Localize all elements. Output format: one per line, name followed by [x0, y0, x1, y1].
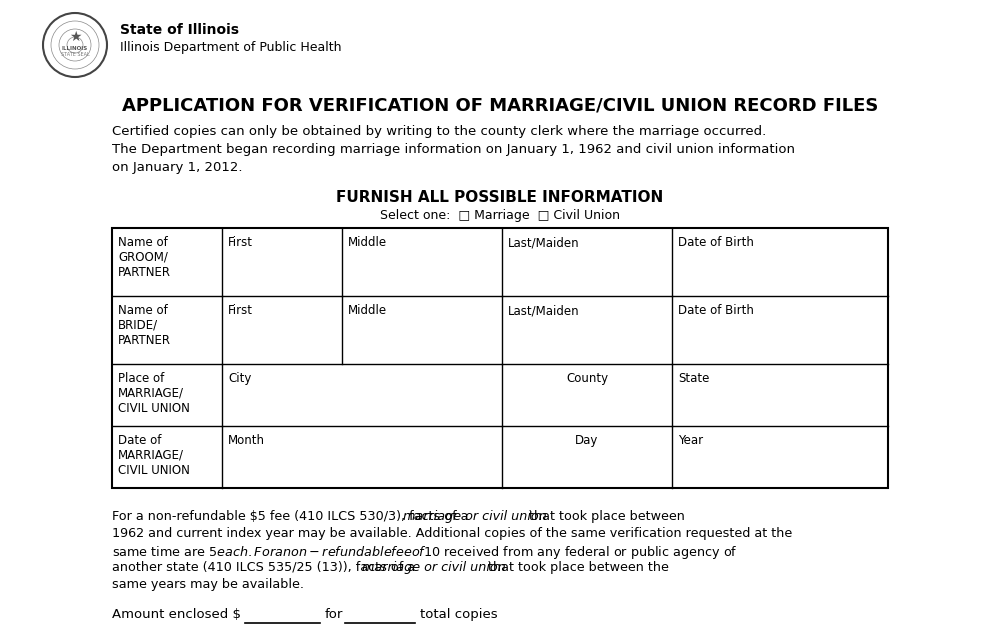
- Text: APPLICATION FOR VERIFICATION OF MARRIAGE/CIVIL UNION RECORD FILES: APPLICATION FOR VERIFICATION OF MARRIAGE…: [122, 96, 878, 114]
- Text: Date of Birth: Date of Birth: [678, 236, 754, 249]
- Text: same years may be available.: same years may be available.: [112, 578, 304, 591]
- Text: marriage or civil union: marriage or civil union: [403, 510, 546, 523]
- Text: Month: Month: [228, 434, 265, 447]
- Text: 1962 and current index year may be available. Additional copies of the same veri: 1962 and current index year may be avail…: [112, 527, 792, 540]
- Text: Last/Maiden: Last/Maiden: [508, 236, 580, 249]
- Text: The Department began recording marriage information on January 1, 1962 and civil: The Department began recording marriage …: [112, 144, 795, 156]
- Text: that took place between the: that took place between the: [484, 561, 669, 574]
- Text: another state (410 ILCS 535/25 (13)), facts of a: another state (410 ILCS 535/25 (13)), fa…: [112, 561, 419, 574]
- Text: City: City: [228, 372, 251, 385]
- Text: State: State: [678, 372, 709, 385]
- Text: ★: ★: [69, 30, 81, 44]
- Text: First: First: [228, 236, 253, 249]
- Text: Date of Birth: Date of Birth: [678, 304, 754, 317]
- Text: FURNISH ALL POSSIBLE INFORMATION: FURNISH ALL POSSIBLE INFORMATION: [336, 191, 664, 206]
- Text: total copies: total copies: [420, 608, 498, 621]
- Text: Certified copies can only be obtained by writing to the county clerk where the m: Certified copies can only be obtained by…: [112, 126, 766, 139]
- Text: Year: Year: [678, 434, 703, 447]
- Text: Middle: Middle: [348, 236, 387, 249]
- Text: for: for: [325, 608, 343, 621]
- Text: Date of
MARRIAGE/
CIVIL UNION: Date of MARRIAGE/ CIVIL UNION: [118, 434, 190, 477]
- Text: Name of
BRIDE/
PARTNER: Name of BRIDE/ PARTNER: [118, 304, 171, 347]
- Text: Select one:  □ Marriage  □ Civil Union: Select one: □ Marriage □ Civil Union: [380, 209, 620, 221]
- Text: STATE SEAL: STATE SEAL: [61, 52, 89, 57]
- Bar: [112, 228, 888, 488]
- Text: For a non-refundable $5 fee (410 ILCS 530/3), facts of a: For a non-refundable $5 fee (410 ILCS 53…: [112, 510, 473, 523]
- Text: ILLINOIS: ILLINOIS: [62, 46, 88, 51]
- Text: on January 1, 2012.: on January 1, 2012.: [112, 161, 242, 174]
- Text: Amount enclosed $: Amount enclosed $: [112, 608, 241, 621]
- Text: First: First: [228, 304, 253, 317]
- Text: Name of
GROOM/
PARTNER: Name of GROOM/ PARTNER: [118, 236, 171, 279]
- Text: Last/Maiden: Last/Maiden: [508, 304, 580, 317]
- Text: Place of
MARRIAGE/
CIVIL UNION: Place of MARRIAGE/ CIVIL UNION: [118, 372, 190, 415]
- Text: County: County: [566, 372, 608, 385]
- Text: same time are $5 each. For a non-refundable fee of $10 received from any federal: same time are $5 each. For a non-refunda…: [112, 544, 738, 561]
- Text: that took place between: that took place between: [525, 510, 684, 523]
- Text: Illinois Department of Public Health: Illinois Department of Public Health: [120, 41, 342, 54]
- Text: Middle: Middle: [348, 304, 387, 317]
- Text: marriage or civil union: marriage or civil union: [362, 561, 506, 574]
- Text: State of Illinois: State of Illinois: [120, 23, 239, 37]
- Text: Day: Day: [575, 434, 599, 447]
